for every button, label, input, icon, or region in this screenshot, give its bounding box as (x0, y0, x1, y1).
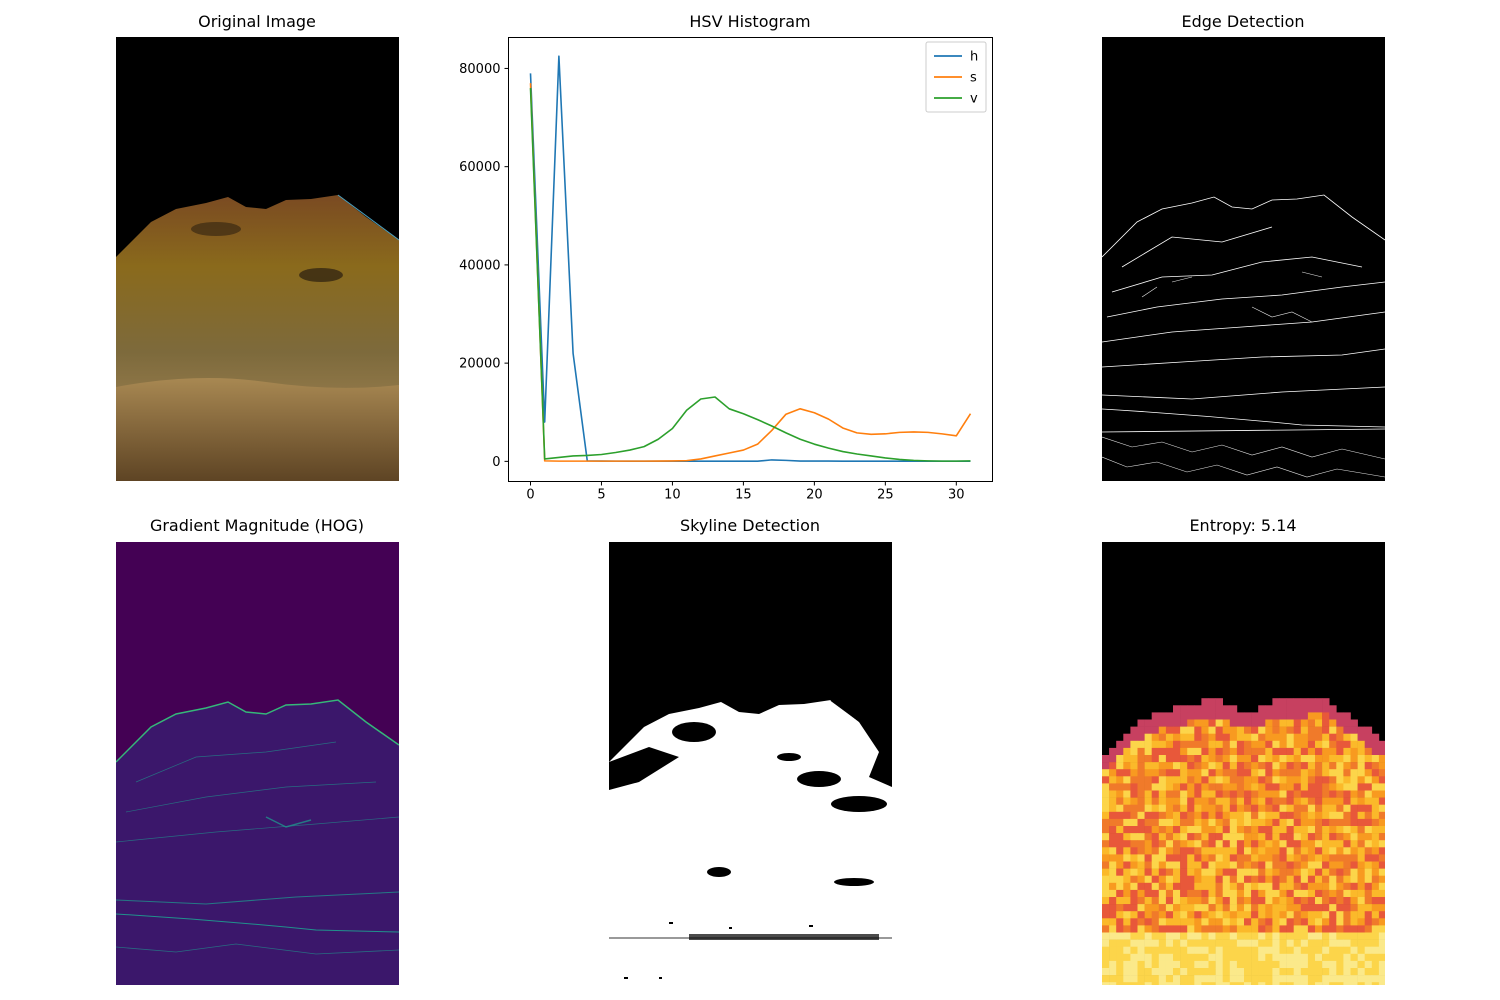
edge-detection-panel (1102, 37, 1385, 481)
series-line-h (531, 56, 971, 461)
hsv-histogram-chart: 0 5 10 15 20 25 30 0 20000 40000 60000 80000 hsv (440, 30, 1000, 510)
x-tick-label: 25 (877, 488, 894, 503)
legend-label-v: v (970, 92, 978, 107)
x-tick-label: 20 (806, 488, 823, 503)
legend-label-h: h (970, 50, 978, 65)
hsv-histogram-title: HSV Histogram (689, 12, 810, 31)
y-tick-label: 0 (492, 455, 500, 470)
skyline-detection-image (609, 542, 892, 985)
skyline-detection-panel (609, 542, 892, 985)
original-image-title: Original Image (198, 12, 316, 31)
y-tick-label: 60000 (459, 160, 500, 175)
edge-detection-title: Edge Detection (1181, 12, 1304, 31)
original-image-panel (116, 37, 399, 481)
gradient-magnitude-image (116, 542, 399, 985)
original-image (116, 37, 399, 481)
x-tick-label: 15 (735, 488, 752, 503)
chart-legend: hsv (926, 42, 986, 112)
series-line-s (531, 83, 971, 461)
gradient-magnitude-title: Gradient Magnitude (HOG) (150, 516, 364, 535)
entropy-image (1102, 542, 1385, 985)
y-tick-label: 20000 (459, 357, 500, 372)
x-tick-label: 5 (597, 488, 605, 503)
y-tick-label: 40000 (459, 258, 500, 273)
y-tick-label: 80000 (459, 62, 500, 77)
skyline-detection-title: Skyline Detection (680, 516, 820, 535)
x-tick-label: 30 (948, 488, 965, 503)
entropy-title: Entropy: 5.14 (1189, 516, 1296, 535)
gradient-magnitude-panel (116, 542, 399, 985)
x-tick-label: 0 (526, 488, 534, 503)
series-line-v (531, 88, 971, 461)
legend-label-s: s (970, 71, 977, 86)
entropy-panel (1102, 542, 1385, 985)
edge-detection-image (1102, 37, 1385, 481)
x-tick-label: 10 (664, 488, 681, 503)
